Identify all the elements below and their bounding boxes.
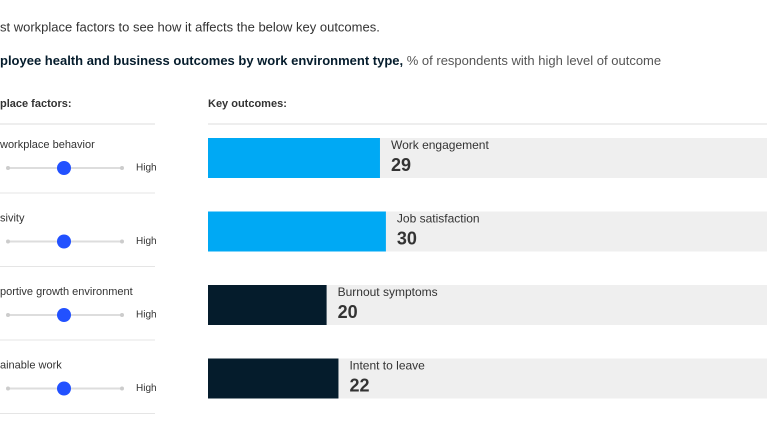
slider-end bbox=[120, 166, 124, 170]
title-line: ployee health and business outcomes by w… bbox=[0, 53, 661, 68]
outcome-label: Burnout symptoms bbox=[338, 285, 438, 299]
bar bbox=[208, 285, 327, 325]
slider-end bbox=[120, 386, 124, 391]
outcome-value: 20 bbox=[338, 302, 358, 322]
slider-end bbox=[120, 239, 124, 244]
subtitle: % of respondents with high level of outc… bbox=[407, 53, 661, 68]
bar bbox=[208, 211, 386, 252]
outcome-value: 22 bbox=[349, 375, 369, 395]
outcome-value: 30 bbox=[397, 228, 417, 248]
instruction: st workplace factors to see how it affec… bbox=[0, 19, 380, 34]
bar bbox=[208, 138, 380, 178]
slider-high-label: High bbox=[136, 383, 157, 394]
slider-end bbox=[6, 239, 10, 244]
slider-end bbox=[6, 166, 10, 170]
factor-label: sivity bbox=[0, 212, 25, 224]
title: ployee health and business outcomes by w… bbox=[0, 53, 403, 68]
factor-label: portive growth environment bbox=[0, 286, 133, 298]
slider-high-label: High bbox=[136, 310, 157, 321]
slider-knob[interactable] bbox=[57, 234, 71, 249]
slider-high-label: High bbox=[136, 163, 157, 174]
slider-end bbox=[6, 313, 10, 317]
outcome-label: Work engagement bbox=[391, 138, 490, 152]
factors-heading: place factors: bbox=[0, 98, 72, 110]
slider-high-label: High bbox=[136, 236, 157, 247]
slider-end bbox=[120, 313, 124, 317]
factor-label: ainable work bbox=[0, 359, 62, 371]
outcomes-heading: Key outcomes: bbox=[208, 98, 287, 110]
outcome-value: 29 bbox=[391, 155, 411, 175]
slider-knob[interactable] bbox=[57, 381, 71, 396]
slider-end bbox=[6, 386, 10, 391]
outcome-label: Job satisfaction bbox=[397, 212, 480, 226]
factor-label: workplace behavior bbox=[0, 139, 95, 151]
bar bbox=[208, 358, 339, 399]
outcome-label: Intent to leave bbox=[349, 359, 425, 373]
slider-knob[interactable] bbox=[57, 161, 71, 175]
slider-knob[interactable] bbox=[57, 308, 71, 322]
